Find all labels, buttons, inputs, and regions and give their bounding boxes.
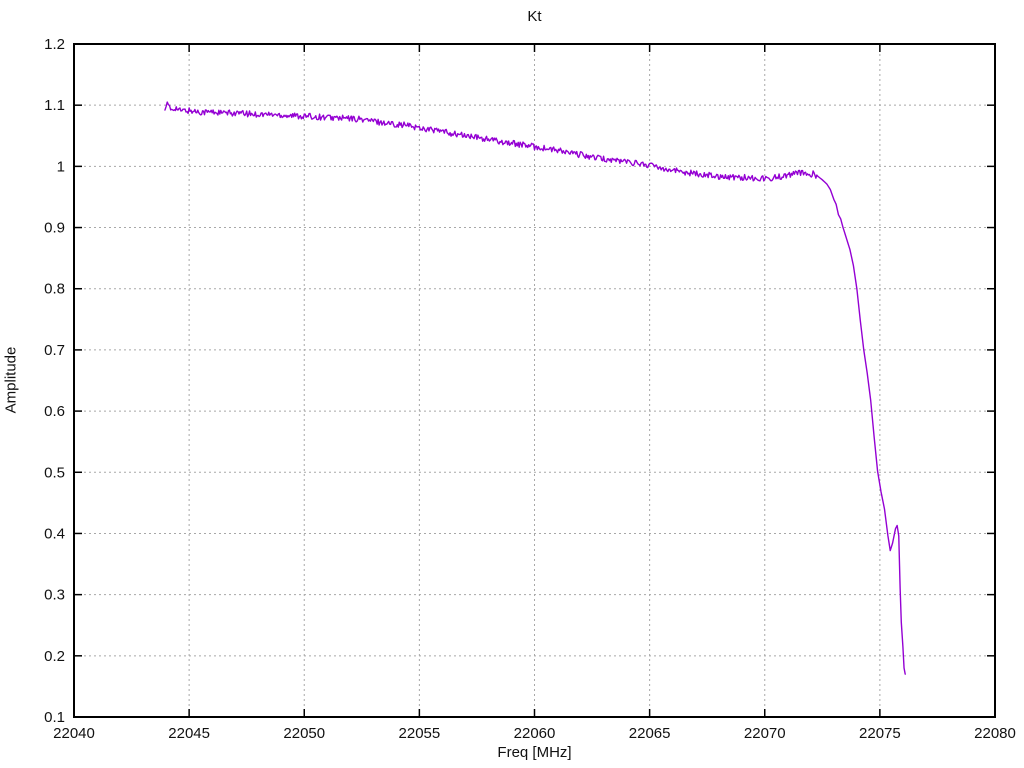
y-tick-label: 0.4 [44, 525, 65, 542]
x-tick-label: 22060 [514, 725, 556, 742]
x-tick-label: 22040 [53, 725, 95, 742]
data-curve [164, 101, 906, 675]
x-tick-label: 22050 [283, 725, 325, 742]
y-tick-label: 0.7 [44, 342, 65, 359]
y-tick-label: 0.9 [44, 220, 65, 237]
x-tick-label: 22080 [974, 725, 1016, 742]
x-tick-label: 22075 [859, 725, 901, 742]
chart-title: Kt [527, 8, 542, 25]
y-tick-label: 0.1 [44, 709, 65, 726]
x-axis-label: Freq [MHz] [497, 744, 572, 761]
y-tick-label: 1.2 [44, 36, 65, 53]
y-tick-label: 0.8 [44, 281, 65, 298]
y-tick-label: 0.5 [44, 464, 65, 481]
y-tick-label: 0.3 [44, 587, 65, 604]
y-tick-label: 0.2 [44, 648, 65, 665]
x-tick-label: 22070 [744, 725, 786, 742]
y-tick-label: 1 [57, 158, 65, 175]
x-tick-label: 22045 [168, 725, 210, 742]
y-axis-label: Amplitude [2, 346, 20, 414]
x-tick-label: 22055 [399, 725, 441, 742]
x-tick-label: 22065 [629, 725, 671, 742]
y-tick-label: 1.1 [44, 97, 65, 114]
y-tick-label: 0.6 [44, 403, 65, 420]
plot-border [73, 43, 996, 718]
